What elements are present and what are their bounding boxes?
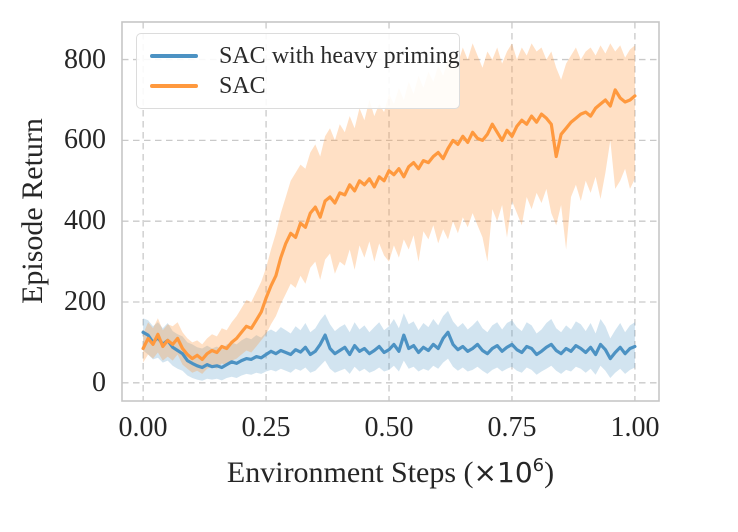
legend: SAC with heavy priming SAC (136, 33, 460, 109)
x-tick-label: 0.75 (487, 412, 537, 443)
x-axis-label: Environment Steps (×106) (122, 455, 659, 490)
legend-item-sac-heavy-priming: SAC with heavy priming (137, 42, 460, 70)
series-line-0 (141, 330, 637, 370)
x-tick-label: 0.00 (118, 412, 168, 443)
series-line-1 (141, 88, 637, 361)
y-axis-label: Episode Return (16, 118, 49, 304)
legend-label: SAC (219, 73, 266, 99)
x-axis-label-close-paren: ) (544, 456, 555, 489)
y-tick-label: 600 (64, 124, 106, 155)
legend-line-swatch-orange (150, 84, 198, 88)
x-axis-label-math: ×10 (473, 456, 533, 489)
x-tick-label: 0.25 (241, 412, 291, 443)
y-tick-label: 800 (64, 44, 106, 75)
legend-line-swatch-blue (150, 54, 198, 58)
y-tick-label: 0 (92, 367, 106, 398)
plot-spines (121, 21, 660, 402)
legend-label: SAC with heavy priming (219, 43, 460, 69)
x-axis-label-text: Environment Steps ( (226, 456, 474, 489)
series-band-1 (143, 43, 635, 374)
series-band-0 (143, 310, 635, 381)
x-tick-label: 0.50 (364, 412, 414, 443)
y-tick-label: 200 (64, 286, 106, 317)
y-tick-label: 400 (64, 205, 106, 236)
x-tick-label: 1.00 (610, 412, 660, 443)
x-axis-label-exponent: 6 (532, 455, 545, 476)
legend-item-sac: SAC (137, 72, 459, 100)
